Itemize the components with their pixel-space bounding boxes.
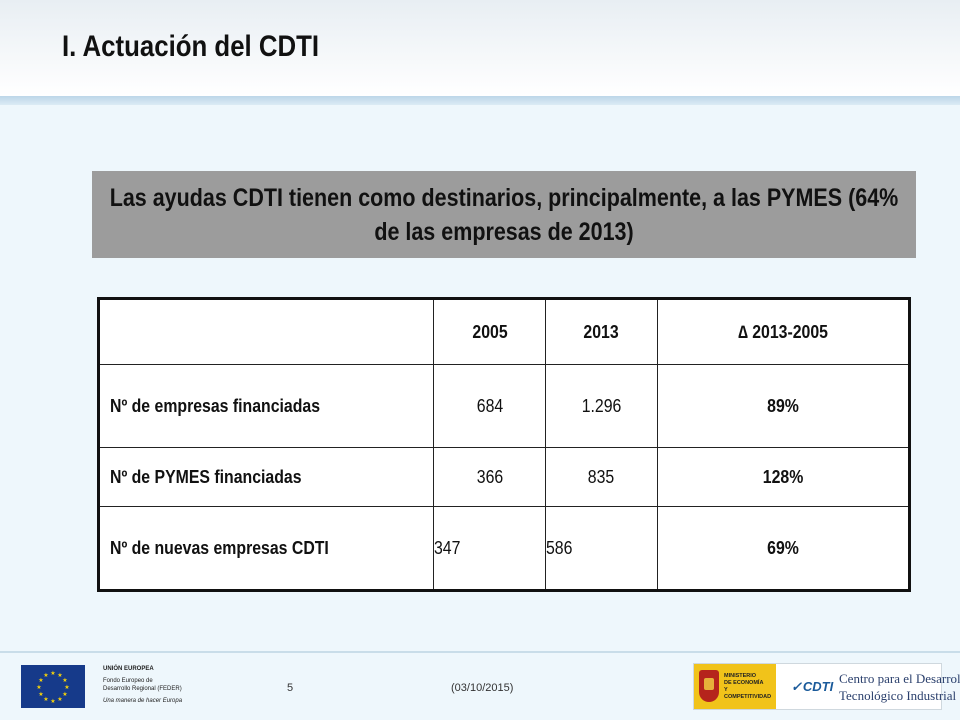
eu-motto: Una manera de hacer Europa (103, 698, 183, 704)
row-value-2005: 684 (433, 364, 546, 448)
svg-text:★: ★ (57, 696, 62, 703)
table-header-2005: 2005 (433, 297, 546, 365)
table-row: Nº de empresas financiadas 684 1.296 89% (96, 364, 911, 448)
eu-flag-icon: ★ ★ ★ ★ ★ ★ ★ ★ ★ ★ ★ ★ (21, 665, 85, 708)
row-value-delta: 69% (657, 506, 911, 592)
table-header-row: 2005 2013 ∆ 2013-2005 (96, 297, 911, 365)
header-rule (0, 96, 960, 105)
callout-text: Las ayudas CDTI tienen como destinarios,… (109, 183, 899, 246)
svg-text:★: ★ (62, 677, 67, 684)
ministerio-logo: MINISTERIO DE ECONOMÍA Y COMPETITIVIDAD (694, 664, 776, 709)
cdti-logo: ✓CDTI (791, 679, 834, 694)
svg-text:★: ★ (43, 672, 48, 679)
table-header-2013: 2013 (544, 297, 659, 365)
slide-header (0, 0, 960, 96)
eu-fund-line2: Desarrollo Regional (FEDER) (103, 686, 182, 692)
row-label: Nº de empresas financiadas (96, 364, 435, 448)
eu-text-block: UNIÓN EUROPEA Fondo Europeo de Desarroll… (103, 665, 182, 705)
eu-fund-line1: Fondo Europeo de (103, 678, 153, 684)
footer-rule (0, 651, 960, 653)
svg-text:★: ★ (43, 696, 48, 703)
page-date: (03/10/2015) (451, 682, 514, 694)
eu-stars: ★ ★ ★ ★ ★ ★ ★ ★ ★ ★ ★ ★ (36, 670, 69, 705)
svg-text:★: ★ (50, 670, 55, 677)
table-row: Nº de nuevas empresas CDTI 347 586 69% (96, 506, 911, 592)
svg-text:★: ★ (62, 691, 67, 698)
data-table: 2005 2013 ∆ 2013-2005 Nº de empresas fin… (96, 297, 911, 592)
eu-title: UNIÓN EUROPEA (103, 666, 154, 672)
svg-text:★: ★ (64, 684, 69, 691)
row-value-2013: 586 (544, 506, 659, 592)
callout-box: Las ayudas CDTI tienen como destinarios,… (92, 171, 916, 258)
svg-text:★: ★ (50, 698, 55, 705)
row-value-2005: 347 (433, 506, 546, 592)
svg-text:★: ★ (38, 677, 43, 684)
table-row: Nº de PYMES financiadas 366 835 128% (96, 447, 911, 507)
row-value-2013: 1.296 (544, 364, 659, 448)
row-label: Nº de nuevas empresas CDTI (96, 506, 435, 592)
table-header-delta: ∆ 2013-2005 (657, 297, 911, 365)
cdti-check-icon: ✓ (791, 679, 802, 694)
slide-title: I. Actuación del CDTI (62, 30, 320, 63)
table-header-empty (96, 297, 435, 365)
cdti-name: Centro para el Desarrollo Tecnológico In… (839, 671, 960, 703)
svg-text:★: ★ (57, 672, 62, 679)
row-value-delta: 128% (657, 447, 911, 507)
coat-of-arms-icon (699, 670, 719, 702)
row-value-2013: 835 (544, 447, 659, 507)
row-value-2005: 366 (433, 447, 546, 507)
svg-text:★: ★ (36, 684, 41, 691)
page-number: 5 (287, 682, 294, 694)
svg-text:★: ★ (38, 691, 43, 698)
row-value-delta: 89% (657, 364, 911, 448)
ministerio-text: MINISTERIO DE ECONOMÍA Y COMPETITIVIDAD (724, 673, 772, 700)
row-label: Nº de PYMES financiadas (96, 447, 435, 507)
